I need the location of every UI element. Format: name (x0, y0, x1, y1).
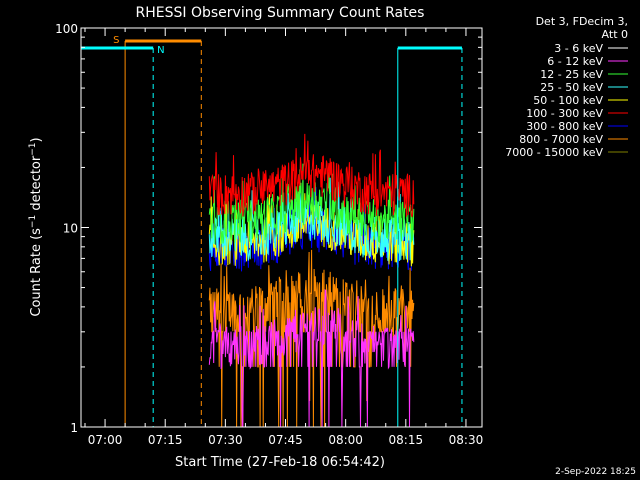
legend-label: 300 - 800 keV (526, 120, 603, 133)
x-tick-label: 07:00 (88, 433, 123, 447)
legend-label: 25 - 50 keV (540, 81, 603, 94)
axis-layer: 07:00 07:15 07:30 07:45 08:00 08:15 08:30 1 10 10… (55, 22, 483, 447)
saa-label: S (113, 35, 119, 46)
x-tick-label: 08:00 (328, 433, 363, 447)
y-axis-label: Count Rate (s−1 detector−1) (28, 137, 44, 316)
x-axis-label: Start Time (27-Feb-18 06:54:42) (175, 455, 385, 470)
legend-label: 6 - 12 keV (547, 55, 603, 68)
annotation-layer: SN (81, 35, 463, 427)
x-tick-label: 08:30 (449, 433, 484, 447)
footer-timestamp: 2-Sep-2022 18:25 (555, 467, 636, 477)
chart-title: RHESSI Observing Summary Count Rates (136, 5, 425, 21)
legend-header-line1: Det 3, FDecim 3, (536, 15, 628, 28)
x-tick-label: 08:15 (389, 433, 424, 447)
legend-header-line2: Att 0 (602, 28, 628, 41)
series-line (208, 249, 415, 428)
legend-label: 800 - 7000 keV (519, 133, 603, 146)
y-tick-label: 1 (70, 421, 78, 435)
series-line (208, 133, 415, 218)
x-tick-label: 07:15 (148, 433, 183, 447)
night-label: N (157, 45, 164, 56)
data-layer (208, 133, 415, 428)
legend-label: 100 - 300 keV (526, 107, 603, 120)
legend-label: 50 - 100 keV (533, 94, 603, 107)
y-tick-label: 100 (55, 22, 78, 36)
legend-label: 12 - 25 keV (540, 68, 603, 81)
series-line (208, 288, 415, 428)
legend-label: 7000 - 15000 keV (505, 146, 603, 159)
x-tick-label: 07:30 (208, 433, 243, 447)
series-line (208, 163, 415, 245)
legend-label: 3 - 6 keV (554, 42, 603, 55)
x-tick-label: 07:45 (268, 433, 303, 447)
y-tick-label: 10 (63, 222, 78, 236)
